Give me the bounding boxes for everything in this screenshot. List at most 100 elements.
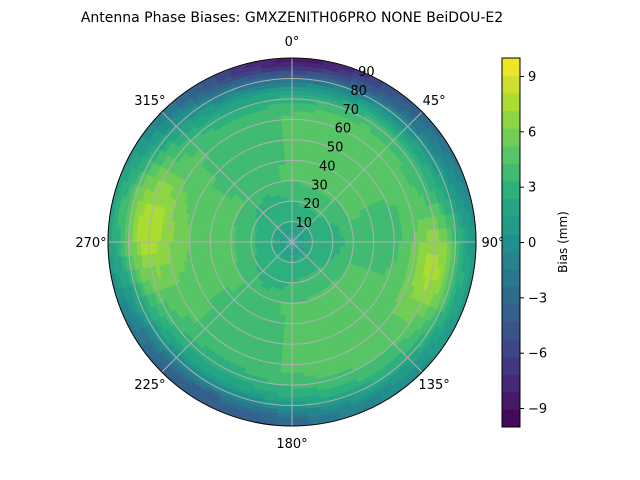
bias-contour-cell <box>300 289 306 296</box>
bias-contour-cell <box>407 100 424 117</box>
azimuth-tick-label: 0° <box>285 35 300 50</box>
bias-contour-cell <box>329 133 342 143</box>
bias-contour-cell <box>167 143 181 158</box>
bias-contour-cell <box>299 243 305 246</box>
bias-contour-cell <box>315 234 321 238</box>
bias-contour-cell <box>190 285 200 298</box>
bias-contour-cell <box>279 236 285 240</box>
azimuth-grid-line <box>291 241 423 373</box>
bias-contour-cell <box>200 393 218 406</box>
bias-contour-cell <box>456 287 467 306</box>
bias-contour-cell <box>422 147 436 164</box>
bias-contour-cell <box>223 354 237 365</box>
bias-contour-cell <box>303 236 309 239</box>
bias-contour-cell <box>411 197 420 211</box>
bias-contour-cell <box>172 175 183 189</box>
bias-contour-cell <box>130 167 141 185</box>
bias-contour-cell <box>295 244 300 248</box>
bias-contour-cell <box>165 362 182 378</box>
bias-contour-cell <box>164 273 173 287</box>
bias-contour-cell <box>203 341 217 354</box>
bias-contour-cell <box>211 332 224 343</box>
bias-contour-cell <box>369 194 379 205</box>
bias-contour-cell <box>283 243 289 245</box>
bias-contour-cell <box>438 242 444 257</box>
bias-contour-cell <box>200 208 208 219</box>
bias-contour-cell <box>381 131 395 145</box>
bias-contour-cell <box>311 245 317 249</box>
bias-contour-cell <box>138 309 151 327</box>
bias-contour-cell <box>187 159 199 172</box>
bias-contour-cell <box>294 274 299 280</box>
bias-contour-cell <box>142 266 150 282</box>
bias-contour-cell <box>164 140 178 156</box>
bias-contour-cell <box>221 202 229 211</box>
bias-contour-cell <box>257 112 272 120</box>
bias-contour-cell <box>438 201 446 218</box>
bias-contour-cell <box>161 345 177 361</box>
bias-contour-cell <box>258 146 269 154</box>
bias-contour-cell <box>350 154 362 165</box>
bias-contour-cell <box>216 282 226 292</box>
bias-contour-cell <box>210 375 227 388</box>
bias-contour-cell <box>414 230 420 244</box>
bias-contour-cell <box>354 104 370 116</box>
bias-contour-cell <box>242 152 254 161</box>
bias-contour-cell <box>252 341 265 350</box>
bias-contour-cell <box>214 99 230 111</box>
bias-contour-cell <box>137 294 148 312</box>
bias-contour-cell <box>425 307 438 324</box>
bias-contour-cell <box>134 198 143 216</box>
bias-contour-cell <box>425 266 434 281</box>
bias-contour-cell <box>309 250 315 255</box>
bias-contour-cell <box>172 130 187 145</box>
bias-contour-cell <box>294 234 298 239</box>
bias-contour-cell <box>243 319 254 328</box>
bias-contour-cell <box>141 324 155 341</box>
bias-contour-cell <box>218 247 224 255</box>
bias-contour-cell <box>435 296 447 313</box>
bias-contour-cell <box>174 335 188 350</box>
bias-contour-cell <box>411 315 424 331</box>
bias-contour-cell <box>242 415 261 424</box>
bias-contour-cell <box>150 203 159 218</box>
bias-contour-cell <box>295 244 300 248</box>
bias-contour-cell <box>357 144 370 156</box>
bias-contour-cell <box>123 225 130 242</box>
bias-contour-cell <box>225 316 236 327</box>
bias-contour-cell <box>422 205 430 220</box>
bias-contour-cell <box>288 200 293 206</box>
bias-contour-cell <box>171 282 181 296</box>
bias-contour-cell <box>439 314 452 332</box>
bias-contour-cell <box>410 184 420 199</box>
bias-contour-cell <box>213 275 222 286</box>
bias-contour-cell <box>284 253 288 258</box>
bias-contour-cell <box>312 162 321 170</box>
bias-contour-cell <box>296 230 300 236</box>
colorbar-band <box>502 216 520 235</box>
bias-contour-cell <box>169 173 180 187</box>
bias-contour-cell <box>206 193 215 204</box>
bias-contour-cell <box>206 270 215 281</box>
bias-contour-cell <box>292 233 295 239</box>
bias-contour-cell <box>126 165 138 184</box>
bias-contour-cell <box>222 209 230 219</box>
bias-contour-cell <box>260 322 270 330</box>
bias-contour-cell <box>283 248 288 253</box>
bias-contour-cell <box>312 360 325 368</box>
bias-contour-cell <box>392 168 403 182</box>
bias-contour-cell <box>282 286 289 292</box>
bias-contour-cell <box>249 80 266 88</box>
bias-contour-cell <box>397 321 410 336</box>
bias-contour-cell <box>434 229 440 244</box>
bias-contour-cell <box>163 327 177 343</box>
bias-contour-cell <box>326 107 342 116</box>
bias-contour-cell <box>144 124 159 142</box>
colorbar-band <box>502 58 520 77</box>
bias-contour-cell <box>291 331 301 337</box>
bias-contour-cell <box>284 244 289 248</box>
bias-contour-cell <box>395 152 408 166</box>
bias-contour-cell <box>172 271 181 285</box>
bias-contour-cell <box>256 142 268 150</box>
bias-contour-cell <box>387 288 397 301</box>
